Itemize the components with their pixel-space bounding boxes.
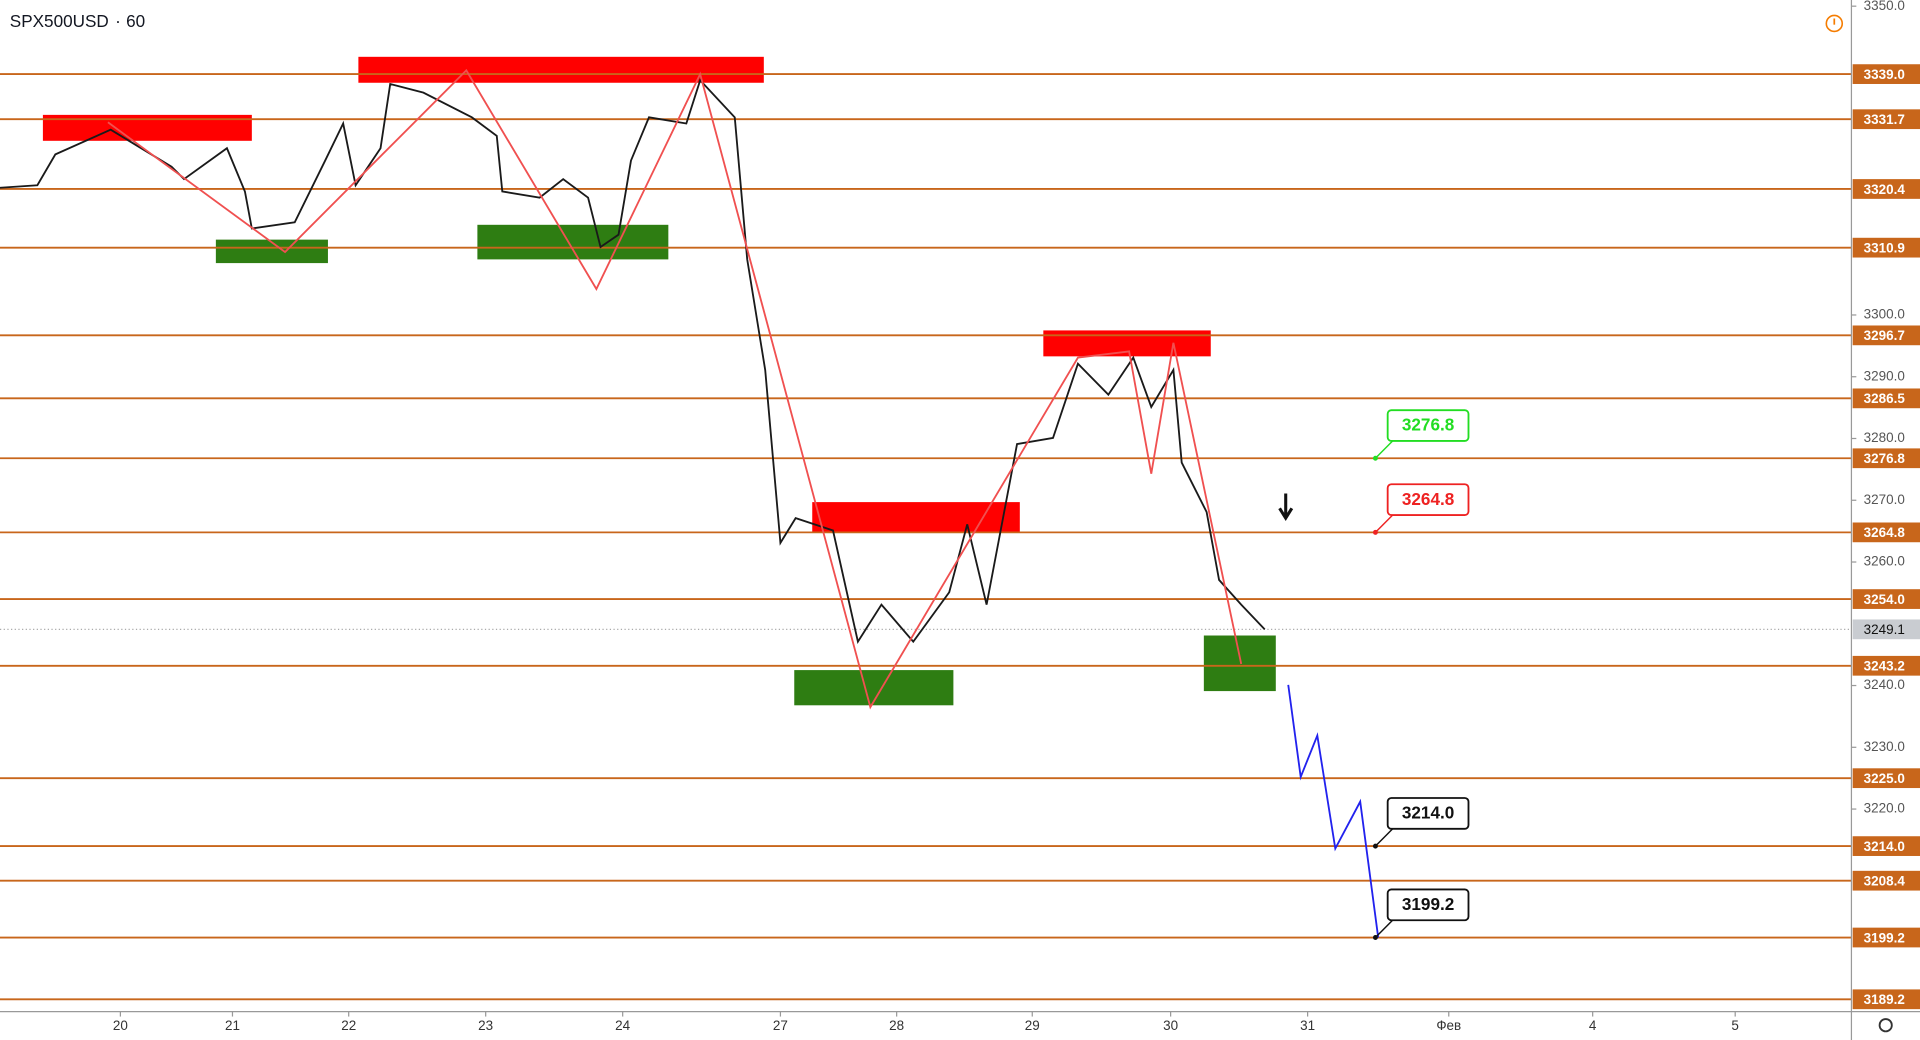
zone	[358, 56, 764, 83]
y-tick-label: 3300.0	[1864, 307, 1905, 322]
current-price-badge	[1852, 619, 1920, 640]
callout-box	[1386, 797, 1470, 830]
level-label: 3254.0	[1864, 592, 1905, 607]
level-badge	[1852, 522, 1920, 543]
series	[0, 68, 1380, 938]
x-tick-label: 29	[1025, 1018, 1040, 1033]
level-badge	[1852, 768, 1920, 789]
level-label: 3331.7	[1864, 112, 1905, 127]
x-tick-label: Фев	[1436, 1018, 1461, 1033]
level-label: 3320.4	[1864, 182, 1906, 197]
level-badge	[1852, 655, 1920, 676]
y-tick-label: 3280.0	[1864, 430, 1905, 445]
callout-pointer	[1374, 919, 1394, 939]
level-badge	[1852, 836, 1920, 856]
level-label: 3286.5	[1864, 391, 1906, 406]
level-label: 3243.2	[1864, 659, 1905, 674]
level-badge	[1852, 388, 1920, 409]
x-tick-label: 5	[1731, 1018, 1739, 1033]
x-tick-label: 20	[113, 1018, 128, 1033]
y-tick-label: 3290.0	[1864, 368, 1905, 383]
callout-box	[1386, 409, 1470, 442]
zone	[477, 224, 669, 260]
zone	[1203, 635, 1276, 692]
callout-label: 3214.0	[1402, 803, 1454, 823]
down-arrow	[1278, 493, 1294, 522]
zone	[812, 502, 1020, 532]
interval: 60	[126, 11, 145, 31]
separator: ·	[115, 11, 121, 31]
level-label: 3199.2	[1864, 930, 1905, 945]
callouts: 3276.8 3264.8 3214.0 3199.2	[1372, 409, 1470, 940]
level-label: 3310.9	[1864, 240, 1906, 255]
x-tick-label: 30	[1163, 1018, 1178, 1033]
callout-pointer	[1374, 514, 1394, 533]
settings-icon[interactable]	[1878, 1018, 1893, 1033]
y-tick-label: 3230.0	[1864, 739, 1905, 754]
axes: 3350.0 3300.0 3290.0 3280.0 3270.0 3260.0 3240…	[113, 0, 1920, 1033]
y-tick-label: 3260.0	[1864, 554, 1905, 569]
y-tick-label: 3270.0	[1864, 492, 1905, 507]
y-tick-label: 3220.0	[1864, 801, 1905, 816]
callout-pointer	[1374, 828, 1394, 847]
x-tick-label: 4	[1589, 1018, 1597, 1033]
level-label: 3189.2	[1864, 992, 1905, 1007]
series-line	[107, 68, 1243, 710]
callout-pointer	[1374, 440, 1394, 459]
callout-box	[1386, 483, 1470, 517]
levels	[0, 73, 1852, 1001]
level-badge	[1852, 179, 1920, 199]
y-tick-label: 3350.0	[1864, 0, 1905, 13]
level-badge	[1852, 870, 1920, 891]
zone	[215, 239, 328, 264]
level-label: 3296.7	[1864, 328, 1905, 343]
x-tick-label: 23	[478, 1018, 493, 1033]
warning-icon[interactable]	[1825, 14, 1844, 33]
callout-label: 3276.8	[1402, 415, 1455, 435]
x-tick-label: 31	[1300, 1018, 1315, 1033]
level-badge	[1852, 109, 1920, 130]
level-label: 3339.0	[1864, 67, 1905, 82]
level-badge	[1852, 589, 1920, 609]
current-price-label: 3249.1	[1864, 622, 1905, 637]
series-line	[1287, 684, 1380, 938]
level-label: 3276.8	[1864, 451, 1906, 466]
callout-label: 3264.8	[1402, 489, 1455, 509]
level-label: 3225.0	[1864, 771, 1905, 786]
series-line	[0, 78, 1266, 645]
x-tick-label: 21	[225, 1018, 240, 1033]
level-label: 3214.0	[1864, 839, 1905, 854]
level-label: 3208.4	[1864, 873, 1906, 888]
x-tick-label: 24	[615, 1018, 630, 1033]
x-tick-label: 22	[341, 1018, 356, 1033]
callout-label: 3199.2	[1402, 894, 1454, 914]
level-badge	[1852, 325, 1920, 346]
level-badge	[1852, 448, 1920, 469]
level-badge	[1852, 237, 1920, 258]
symbol: SPX500USD	[10, 11, 109, 31]
x-tick-label: 27	[773, 1018, 788, 1033]
y-tick-label: 3240.0	[1864, 677, 1905, 692]
level-badge	[1852, 64, 1920, 84]
level-label: 3264.8	[1864, 525, 1906, 540]
level-badge	[1852, 989, 1920, 1010]
x-tick-label: 28	[889, 1018, 904, 1033]
level-badge	[1852, 927, 1920, 948]
zone	[794, 670, 954, 706]
callout-box	[1386, 888, 1470, 922]
